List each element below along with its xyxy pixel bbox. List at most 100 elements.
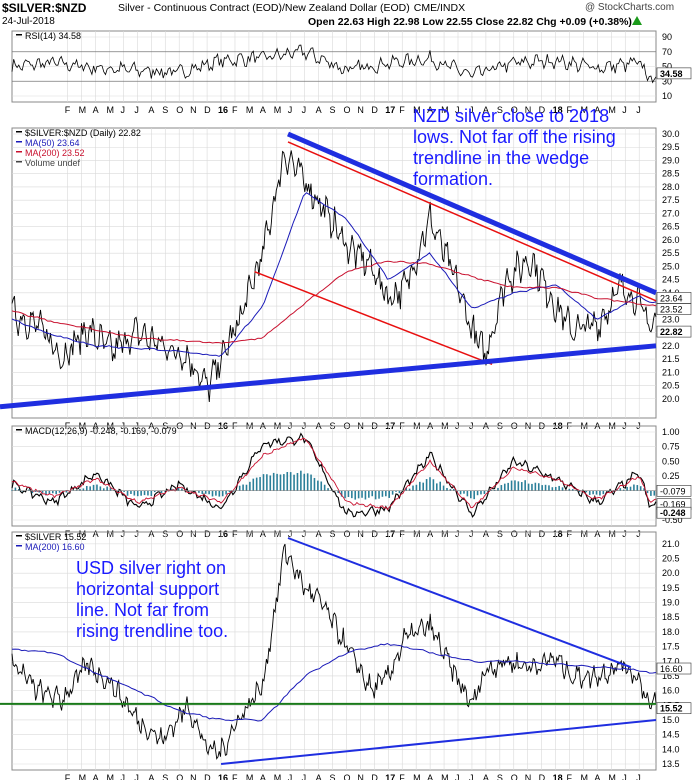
x-tick-label: J xyxy=(120,773,125,780)
x-tick-label: J xyxy=(134,773,139,780)
x-tick-label: F xyxy=(65,773,71,780)
x-tick-label: M xyxy=(107,105,115,115)
trendline-wedge-upper-inner xyxy=(287,141,657,302)
y-tick-label: 28.0 xyxy=(662,182,680,192)
x-tick-label: J xyxy=(134,105,139,115)
y-tick-label: 1.00 xyxy=(662,427,680,437)
y-tick-label: 14.5 xyxy=(662,730,680,740)
x-tick-label: M xyxy=(413,105,421,115)
x-tick-label: D xyxy=(371,529,378,539)
x-tick-label: N xyxy=(190,105,197,115)
y-tick-label: 23.0 xyxy=(662,314,680,324)
ma200-line xyxy=(11,642,657,722)
x-tick-label: N xyxy=(190,773,197,780)
panel-frame-usd xyxy=(11,531,657,771)
y-tick-label: 30.0 xyxy=(662,129,680,139)
x-tick-label: J xyxy=(455,529,460,539)
x-tick-label: F xyxy=(567,773,573,780)
y-tick-label: 20.5 xyxy=(662,381,680,391)
x-tick-label: O xyxy=(343,773,350,780)
last-value-box xyxy=(656,506,692,519)
y-tick-label: 0.75 xyxy=(662,442,680,452)
x-tick-label: M xyxy=(246,105,254,115)
last-value-box xyxy=(656,67,692,80)
x-tick-label: A xyxy=(148,773,154,780)
trendline-falling-resistance xyxy=(287,537,632,669)
x-tick-label: N xyxy=(357,773,364,780)
y-tick-label: 24.5 xyxy=(662,275,680,285)
trendline-channel-lower xyxy=(254,270,493,366)
x-tick-label: M xyxy=(246,529,254,539)
quote-up-arrow-icon xyxy=(632,16,642,25)
usd-annotation-line: rising trendline too. xyxy=(76,621,229,641)
x-tick-label: M xyxy=(413,529,421,539)
x-tick-label: A xyxy=(93,773,99,780)
y-tick-label: 14.0 xyxy=(662,744,680,754)
last-value-label: 34.58 xyxy=(660,69,683,79)
legend-swatch xyxy=(16,161,22,163)
x-tick-label: S xyxy=(330,773,336,780)
y-tick-label: 16.0 xyxy=(662,686,680,696)
last-value-box xyxy=(656,702,692,715)
y-tick-label: 18.0 xyxy=(662,627,680,637)
last-value-box xyxy=(656,485,692,497)
x-tick-label: 18 xyxy=(553,105,563,115)
x-tick-label: 16 xyxy=(218,773,228,780)
x-tick-label: M xyxy=(274,529,282,539)
y-tick-label: 70 xyxy=(662,47,672,57)
y-tick-label: 30 xyxy=(662,76,672,86)
x-tick-label: J xyxy=(622,529,627,539)
legend-swatch xyxy=(16,545,22,547)
x-tick-label: J xyxy=(622,105,627,115)
x-tick-label: M xyxy=(580,773,588,780)
legend-swatch xyxy=(16,141,22,143)
y-tick-label: 21.0 xyxy=(662,367,680,377)
x-tick-label: S xyxy=(330,105,336,115)
x-tick-label: A xyxy=(594,105,600,115)
y-tick-label: 21.5 xyxy=(662,354,680,364)
x-tick-label: S xyxy=(162,105,168,115)
x-tick-label: D xyxy=(204,529,211,539)
y-tick-label: 21.0 xyxy=(662,539,680,549)
x-tick-label: M xyxy=(608,529,616,539)
x-tick-label: O xyxy=(176,105,183,115)
x-tick-label: A xyxy=(260,105,266,115)
x-tick-label: J xyxy=(469,105,474,115)
legend-label: MA(50) 23.64 xyxy=(25,138,80,148)
x-tick-label: 16 xyxy=(218,529,228,539)
x-tick-label: A xyxy=(594,773,600,780)
x-tick-label: J xyxy=(134,529,139,539)
x-tick-label: J xyxy=(120,105,125,115)
y-tick-label: 20.0 xyxy=(662,394,680,404)
legend-swatch xyxy=(16,535,22,537)
y-tick-label: 27.5 xyxy=(662,195,680,205)
x-tick-label: D xyxy=(539,773,546,780)
x-tick-label: D xyxy=(371,773,378,780)
legend-swatch xyxy=(16,131,22,133)
x-tick-label: M xyxy=(441,529,449,539)
chart-description-text: Silver - Continuous Contract (EOD)/New Z… xyxy=(118,2,410,14)
x-tick-label: D xyxy=(539,529,546,539)
trendline-wedge-upper xyxy=(287,131,657,296)
x-tick-label: A xyxy=(483,105,489,115)
ma50-line xyxy=(11,192,657,357)
y-tick-label: 20.0 xyxy=(662,568,680,578)
x-tick-label: M xyxy=(274,105,282,115)
legend-swatch xyxy=(16,34,22,36)
x-tick-label: 18 xyxy=(553,529,563,539)
macd-signal-line xyxy=(11,438,657,511)
legend-label: Volume undef xyxy=(25,158,81,168)
x-tick-label: O xyxy=(176,773,183,780)
legend-label: RSI(14) 34.58 xyxy=(25,31,81,41)
last-value-box xyxy=(656,303,692,315)
x-tick-label: 17 xyxy=(385,773,395,780)
y-tick-label: 15.0 xyxy=(662,715,680,725)
x-tick-label: M xyxy=(608,105,616,115)
chart-symbol: $SILVER:$NZD xyxy=(2,1,87,15)
x-tick-label: A xyxy=(427,105,433,115)
y-tick-label: 0.25 xyxy=(662,471,680,481)
legend-swatch xyxy=(16,429,22,431)
panel-frame-nzd xyxy=(11,127,657,419)
last-value-label: 16.60 xyxy=(660,664,683,674)
